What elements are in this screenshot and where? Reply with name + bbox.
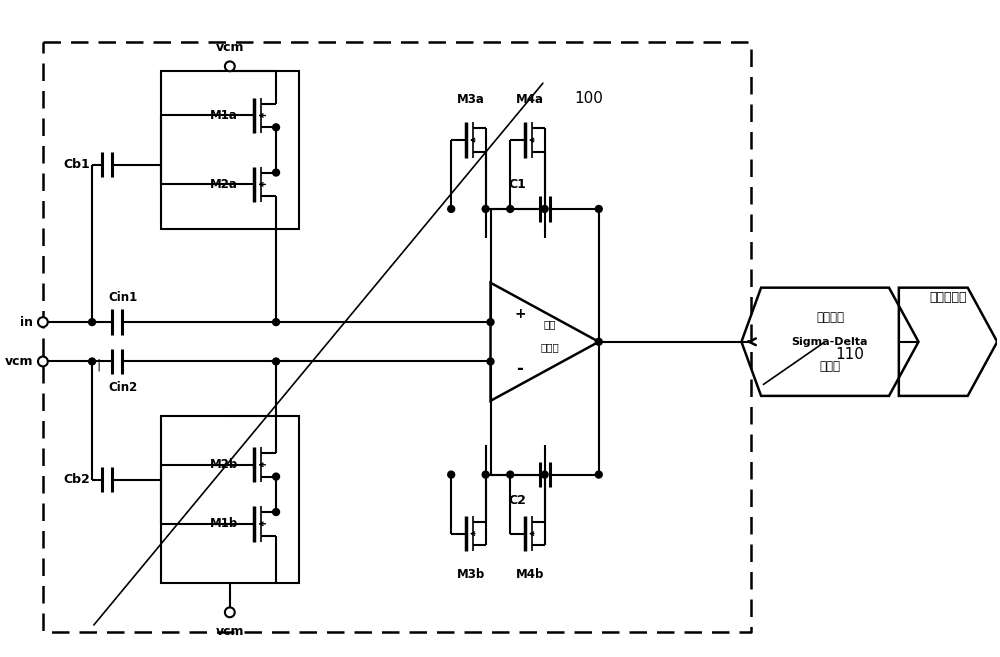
- Circle shape: [482, 206, 489, 212]
- Circle shape: [541, 206, 548, 212]
- Circle shape: [487, 358, 494, 365]
- Circle shape: [89, 358, 96, 365]
- Text: M1b: M1b: [210, 517, 238, 530]
- Text: C1: C1: [509, 178, 527, 191]
- Circle shape: [595, 338, 602, 345]
- Bar: [161, 71, 299, 229]
- Bar: [161, 416, 299, 583]
- Circle shape: [273, 169, 280, 176]
- Circle shape: [487, 319, 494, 326]
- Text: in: in: [20, 315, 33, 328]
- Circle shape: [273, 509, 280, 516]
- Text: C2: C2: [509, 494, 527, 507]
- Text: -: -: [517, 360, 523, 378]
- Text: M3a: M3a: [457, 93, 485, 106]
- Circle shape: [225, 608, 235, 618]
- Circle shape: [38, 357, 48, 367]
- Circle shape: [273, 473, 280, 480]
- Text: 调制器: 调制器: [819, 360, 840, 373]
- Text: 放大器: 放大器: [540, 342, 559, 351]
- Text: 反相器型: 反相器型: [816, 311, 844, 324]
- Text: Cb2: Cb2: [63, 473, 90, 486]
- Text: vcm: vcm: [216, 625, 244, 638]
- Text: 110: 110: [835, 347, 864, 362]
- Text: M2b: M2b: [210, 459, 238, 471]
- Text: 跨导: 跨导: [543, 319, 556, 329]
- Text: Cin2: Cin2: [109, 381, 138, 394]
- Circle shape: [595, 471, 602, 478]
- Circle shape: [541, 471, 548, 478]
- Circle shape: [595, 206, 602, 212]
- Circle shape: [482, 471, 489, 478]
- Circle shape: [273, 319, 280, 326]
- Text: 数字码输出: 数字码输出: [929, 291, 967, 304]
- Text: Cb1: Cb1: [63, 158, 90, 171]
- Text: Cin1: Cin1: [109, 292, 138, 304]
- Text: 100: 100: [574, 91, 603, 106]
- Circle shape: [89, 319, 96, 326]
- Circle shape: [448, 206, 455, 212]
- Text: M3b: M3b: [457, 568, 485, 581]
- Circle shape: [38, 317, 48, 327]
- Text: +: +: [514, 307, 526, 321]
- Text: vcm: vcm: [5, 355, 33, 368]
- Text: M2a: M2a: [210, 178, 238, 191]
- Text: vcm: vcm: [216, 41, 244, 53]
- Circle shape: [273, 358, 280, 365]
- Circle shape: [273, 124, 280, 131]
- Circle shape: [507, 471, 514, 478]
- Circle shape: [448, 471, 455, 478]
- Text: M1a: M1a: [210, 109, 238, 122]
- Text: Sigma-Delta: Sigma-Delta: [792, 337, 868, 347]
- Circle shape: [225, 61, 235, 71]
- Text: M4b: M4b: [516, 568, 544, 581]
- Text: M4a: M4a: [516, 93, 544, 106]
- Circle shape: [507, 206, 514, 212]
- Text: |: |: [97, 359, 101, 372]
